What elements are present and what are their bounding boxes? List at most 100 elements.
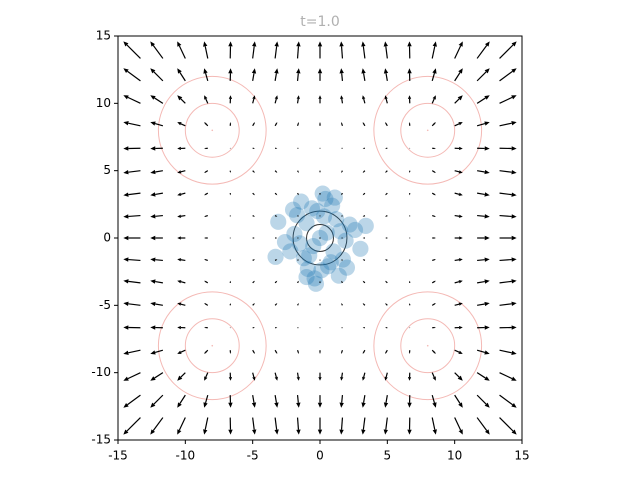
arrow-head xyxy=(319,122,321,124)
arrow-head xyxy=(204,326,206,329)
arrow-shaft xyxy=(205,98,209,104)
arrow-head xyxy=(150,214,156,219)
arrow-shaft xyxy=(454,214,460,217)
arrow-head xyxy=(434,237,436,239)
arrow xyxy=(362,170,366,173)
arrow xyxy=(477,235,490,241)
arrow xyxy=(150,279,163,284)
arrow xyxy=(123,235,141,241)
arrow-head xyxy=(511,429,517,435)
arrow-head xyxy=(339,402,344,408)
arrow xyxy=(150,192,163,197)
arrow xyxy=(252,122,255,127)
arrow-shaft xyxy=(296,46,300,59)
arrow-head xyxy=(319,303,321,305)
arrow-shaft xyxy=(499,96,513,104)
arrow xyxy=(361,41,366,59)
arrow-shaft xyxy=(499,417,514,432)
arrow xyxy=(203,417,209,435)
arrow xyxy=(123,121,141,127)
arrow-shaft xyxy=(205,123,209,127)
arrow-shaft xyxy=(341,259,343,261)
arrow-shaft xyxy=(297,281,299,284)
arrow xyxy=(476,41,490,59)
arrow xyxy=(177,417,186,435)
arrow xyxy=(252,215,255,217)
arrow xyxy=(204,122,209,127)
arrow xyxy=(296,41,301,59)
arrow xyxy=(252,237,255,239)
arrow-head xyxy=(383,41,388,47)
arrow-head xyxy=(177,350,182,354)
arrow-head xyxy=(275,171,278,173)
arrow xyxy=(499,279,517,284)
arrow-dot xyxy=(409,237,411,239)
scatter-point xyxy=(305,238,322,255)
arrow-head xyxy=(253,122,255,125)
arrow xyxy=(252,170,255,173)
scatter-point xyxy=(284,201,302,218)
arrow-shaft xyxy=(274,123,277,127)
arrow xyxy=(476,372,490,381)
arrow xyxy=(204,326,208,329)
arrow xyxy=(123,95,141,104)
arrow-head xyxy=(339,429,344,435)
arrow-head xyxy=(177,302,182,306)
arrow-head xyxy=(341,327,342,328)
arrow-head xyxy=(150,235,156,241)
arrow xyxy=(274,41,279,59)
arrow xyxy=(228,41,233,59)
arrow xyxy=(339,395,344,408)
arrow xyxy=(409,237,411,239)
arrow-shaft xyxy=(499,192,512,196)
arrow-shaft xyxy=(340,46,344,59)
arrow xyxy=(319,303,321,306)
arrow-shaft xyxy=(385,303,388,306)
scatter-point xyxy=(346,221,364,238)
arrow-head xyxy=(484,95,490,100)
arrow-head xyxy=(123,279,129,284)
arrow xyxy=(499,394,517,408)
arrow-shaft xyxy=(454,259,460,262)
arrow xyxy=(499,372,517,381)
arrow-head xyxy=(484,301,490,307)
arrow xyxy=(407,95,412,104)
arrow xyxy=(476,95,490,104)
arrow-head xyxy=(123,146,129,151)
arrow xyxy=(177,95,186,104)
arrow-head xyxy=(361,68,366,74)
arrow-head xyxy=(511,121,517,126)
arrow-shaft xyxy=(340,417,344,430)
arrow xyxy=(204,303,209,306)
arrow-head xyxy=(318,377,322,381)
arrow xyxy=(297,215,299,217)
arrow-head xyxy=(407,95,412,99)
arrow-head xyxy=(123,257,129,262)
arrow-head xyxy=(433,193,436,196)
arrow xyxy=(150,349,164,355)
arrow xyxy=(319,350,321,354)
arrow xyxy=(123,170,141,175)
arrow xyxy=(454,122,463,127)
arrow xyxy=(362,372,366,381)
arrow xyxy=(204,237,208,239)
arrow-shaft xyxy=(252,281,255,284)
arrow-head xyxy=(457,95,463,101)
arrow-head xyxy=(432,68,437,74)
arrow xyxy=(297,192,299,196)
arrow xyxy=(123,214,141,219)
scatter-point xyxy=(270,213,287,230)
arrow xyxy=(150,257,163,262)
arrow-shaft xyxy=(205,170,209,173)
arrow-shaft xyxy=(431,417,436,430)
y-tick-label: 15 xyxy=(96,29,111,43)
arrow-head xyxy=(458,429,463,435)
arrow xyxy=(431,349,436,354)
arrow-head xyxy=(150,169,156,175)
arrow-head xyxy=(409,216,410,217)
arrow xyxy=(407,417,412,435)
arrow-head xyxy=(297,259,299,261)
arrow xyxy=(407,395,412,408)
arrow-shaft xyxy=(363,170,366,173)
arrow-head xyxy=(275,193,278,196)
